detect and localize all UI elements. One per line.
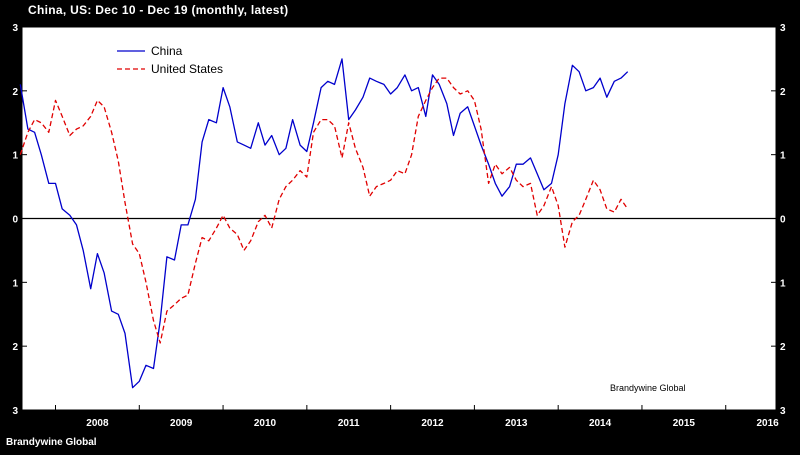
chart-source: Brandywine Global (6, 437, 97, 448)
x-tick-label: 2012 (421, 418, 444, 429)
y-tick-label-left: 1 (12, 151, 18, 162)
legend-label-china: China (151, 44, 183, 58)
x-tick-label: 2010 (254, 418, 277, 429)
chart-title: China, US: Dec 10 - Dec 19 (monthly, lat… (28, 3, 289, 17)
y-tick-label-right: 2 (780, 342, 786, 353)
x-tick-label: 2008 (86, 418, 109, 429)
y-tick-label-left: 3 (12, 406, 18, 417)
y-tick-label-right: 3 (780, 23, 786, 34)
x-tick-label: 2015 (673, 418, 696, 429)
y-tick-label-left: 3 (12, 23, 18, 34)
legend: China United States (117, 44, 223, 76)
y-tick-label-right: 3 (780, 406, 786, 417)
y-tick-label-right: 2 (780, 87, 786, 98)
series-line-china (19, 58, 629, 389)
y-tick-label-left: 0 (12, 215, 18, 226)
y-tick-label-left: 2 (12, 342, 18, 353)
credit-label: Brandywine Global (610, 383, 686, 393)
y-tick-label-right: 0 (780, 215, 786, 226)
y-tick-label-left: 1 (12, 278, 18, 289)
x-tick-label: 2013 (505, 418, 528, 429)
x-tick-label: 2014 (589, 418, 612, 429)
x-tick-label: 2011 (338, 418, 360, 429)
x-tick-label: 2016 (756, 418, 779, 429)
x-tick-label: 2009 (170, 418, 193, 429)
y-axis-right: 3 2 1 0 1 2 3 (771, 23, 786, 417)
series-line-united-states (19, 77, 629, 344)
y-tick-label-left: 2 (12, 87, 18, 98)
y-tick-label-right: 1 (780, 151, 786, 162)
legend-label-united-states: United States (151, 62, 223, 76)
y-tick-label-right: 1 (780, 278, 786, 289)
series-layer (19, 58, 629, 389)
x-axis: 2008 2009 2010 2011 2012 2013 2014 2015 2016 (55, 405, 779, 429)
